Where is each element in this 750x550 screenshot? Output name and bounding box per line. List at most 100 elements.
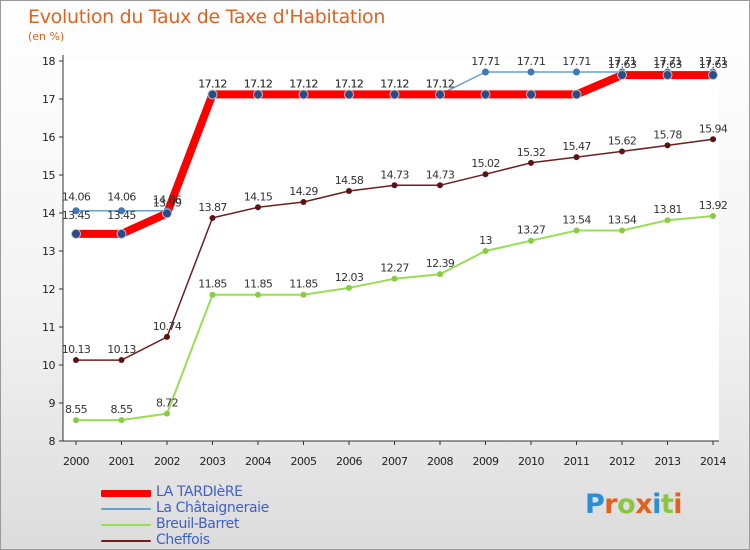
legend-item-cheffois: Cheffois bbox=[101, 532, 381, 548]
data-point-breuil-barret bbox=[710, 213, 716, 220]
data-label-breuil-barret: 11.85 bbox=[198, 278, 227, 291]
data-point-cheffois bbox=[482, 171, 489, 178]
data-label-breuil-barret: 8.55 bbox=[110, 403, 133, 416]
data-label-la-chataigneraie: 17.12 bbox=[198, 77, 227, 90]
y-tick-label: 8 bbox=[49, 435, 56, 448]
x-tick-label: 2007 bbox=[382, 455, 408, 468]
y-tick-label: 14 bbox=[42, 207, 55, 220]
logo-letter: i bbox=[652, 489, 661, 520]
x-tick-label: 2009 bbox=[473, 455, 499, 468]
data-label-cheffois: 15.62 bbox=[608, 134, 637, 147]
data-point-la-tardiere bbox=[71, 228, 81, 239]
data-point-la-tardiere bbox=[253, 89, 263, 100]
data-label-breuil-barret: 13.27 bbox=[517, 224, 546, 237]
data-point-breuil-barret bbox=[164, 410, 170, 417]
data-label-cheffois: 15.02 bbox=[471, 157, 500, 170]
legend: LA TARDIèRE La Châtaigneraie Breuil-Barr… bbox=[101, 484, 381, 548]
data-point-la-tardiere bbox=[298, 89, 309, 100]
chart-title: Evolution du Taux de Taxe d'Habitation bbox=[28, 6, 386, 28]
data-point-la-chataigneraie bbox=[527, 68, 535, 76]
plot-area bbox=[63, 61, 719, 441]
data-point-la-tardiere bbox=[571, 89, 582, 100]
data-label-breuil-barret: 13.54 bbox=[562, 213, 591, 226]
data-label-breuil-barret: 13.54 bbox=[608, 213, 637, 226]
x-tick-label: 2010 bbox=[518, 455, 544, 468]
legend-label-breuil-barret: Breuil-Barret bbox=[156, 516, 239, 532]
data-label-cheffois: 15.94 bbox=[699, 122, 728, 135]
data-label-la-tardiere: 17.63 bbox=[653, 58, 682, 71]
data-label-la-chataigneraie: 17.71 bbox=[608, 55, 637, 68]
data-label-la-tardiere: 17.12 bbox=[335, 77, 364, 90]
data-label-breuil-barret: 11.85 bbox=[289, 278, 318, 291]
x-tick-label: 2013 bbox=[655, 455, 681, 468]
data-label-la-chataigneraie: 17.71 bbox=[471, 55, 500, 68]
proxiti-logo: Proxiti bbox=[585, 489, 683, 520]
data-point-cheffois bbox=[664, 142, 671, 149]
data-label-cheffois: 14.15 bbox=[244, 190, 273, 203]
y-tick-label: 15 bbox=[42, 169, 55, 182]
data-point-breuil-barret bbox=[528, 237, 534, 244]
data-label-cheffois: 14.29 bbox=[289, 185, 318, 198]
y-tick-label: 16 bbox=[42, 131, 55, 144]
data-point-breuil-barret bbox=[437, 271, 443, 278]
data-point-la-tardiere bbox=[526, 89, 536, 100]
y-tick-label: 10 bbox=[42, 359, 55, 372]
data-label-la-chataigneraie: 17.71 bbox=[562, 55, 591, 68]
data-label-la-tardiere: 13.45 bbox=[107, 209, 136, 222]
data-point-la-tardiere bbox=[435, 89, 445, 100]
y-tick-label: 11 bbox=[42, 321, 55, 334]
legend-label-la-chataigneraie: La Châtaigneraie bbox=[156, 500, 269, 516]
data-label-breuil-barret: 13.92 bbox=[699, 199, 728, 212]
legend-item-la-tardiere: LA TARDIèRE bbox=[101, 484, 381, 500]
legend-swatch-cheffois bbox=[101, 540, 151, 542]
data-label-la-chataigneraie: 17.12 bbox=[426, 77, 455, 90]
data-point-la-tardiere bbox=[207, 89, 218, 100]
data-point-cheffois bbox=[710, 136, 716, 143]
x-tick-label: 2006 bbox=[336, 455, 362, 468]
data-label-la-tardiere: 17.12 bbox=[426, 77, 455, 90]
data-label-la-tardiere: 17.12 bbox=[244, 77, 273, 90]
y-axis-unit: (en %) bbox=[28, 30, 65, 43]
data-point-breuil-barret bbox=[664, 217, 671, 224]
data-point-la-chataigneraie bbox=[573, 68, 580, 76]
data-point-la-tardiere bbox=[708, 70, 718, 81]
data-point-breuil-barret bbox=[482, 248, 489, 254]
logo-letter: o bbox=[617, 489, 636, 520]
data-point-cheffois bbox=[528, 159, 534, 166]
y-tick-label: 12 bbox=[42, 283, 55, 296]
x-tick-label: 2011 bbox=[564, 455, 590, 468]
data-point-cheffois bbox=[209, 214, 216, 221]
data-point-la-tardiere bbox=[116, 228, 127, 239]
data-label-la-chataigneraie: 17.71 bbox=[653, 55, 682, 68]
data-point-la-chataigneraie bbox=[118, 207, 125, 215]
x-tick-label: 2001 bbox=[109, 455, 135, 468]
data-point-la-chataigneraie bbox=[72, 207, 80, 215]
data-label-cheffois: 14.58 bbox=[335, 174, 364, 187]
x-tick-label: 2005 bbox=[291, 455, 317, 468]
data-label-cheffois: 14.73 bbox=[380, 168, 409, 181]
data-label-la-tardiere: 17.12 bbox=[380, 77, 409, 90]
x-tick-label: 2004 bbox=[245, 455, 271, 468]
data-point-breuil-barret bbox=[619, 227, 625, 234]
data-point-breuil-barret bbox=[573, 227, 580, 234]
data-label-cheffois: 13.87 bbox=[198, 201, 227, 214]
data-label-breuil-barret: 12.39 bbox=[426, 257, 455, 270]
data-point-cheffois bbox=[437, 182, 443, 189]
logo-letter: t bbox=[660, 489, 674, 520]
data-label-cheffois: 15.47 bbox=[562, 140, 591, 153]
data-point-cheffois bbox=[164, 333, 170, 340]
x-tick-label: 2008 bbox=[427, 455, 453, 468]
y-tick-label: 13 bbox=[42, 245, 55, 258]
data-label-la-chataigneraie: 17.71 bbox=[517, 55, 546, 68]
data-label-breuil-barret: 12.03 bbox=[335, 271, 364, 284]
data-point-la-tardiere bbox=[344, 89, 354, 100]
data-point-la-tardiere bbox=[480, 89, 491, 100]
data-label-breuil-barret: 8.72 bbox=[156, 397, 178, 410]
y-tick-label: 17 bbox=[42, 93, 55, 106]
data-label-la-chataigneraie: 17.12 bbox=[335, 77, 364, 90]
data-point-breuil-barret bbox=[346, 284, 352, 291]
data-label-la-chataigneraie: 17.71 bbox=[699, 55, 728, 68]
logo-letter: x bbox=[635, 489, 653, 520]
legend-swatch-la-tardiere bbox=[101, 489, 151, 497]
